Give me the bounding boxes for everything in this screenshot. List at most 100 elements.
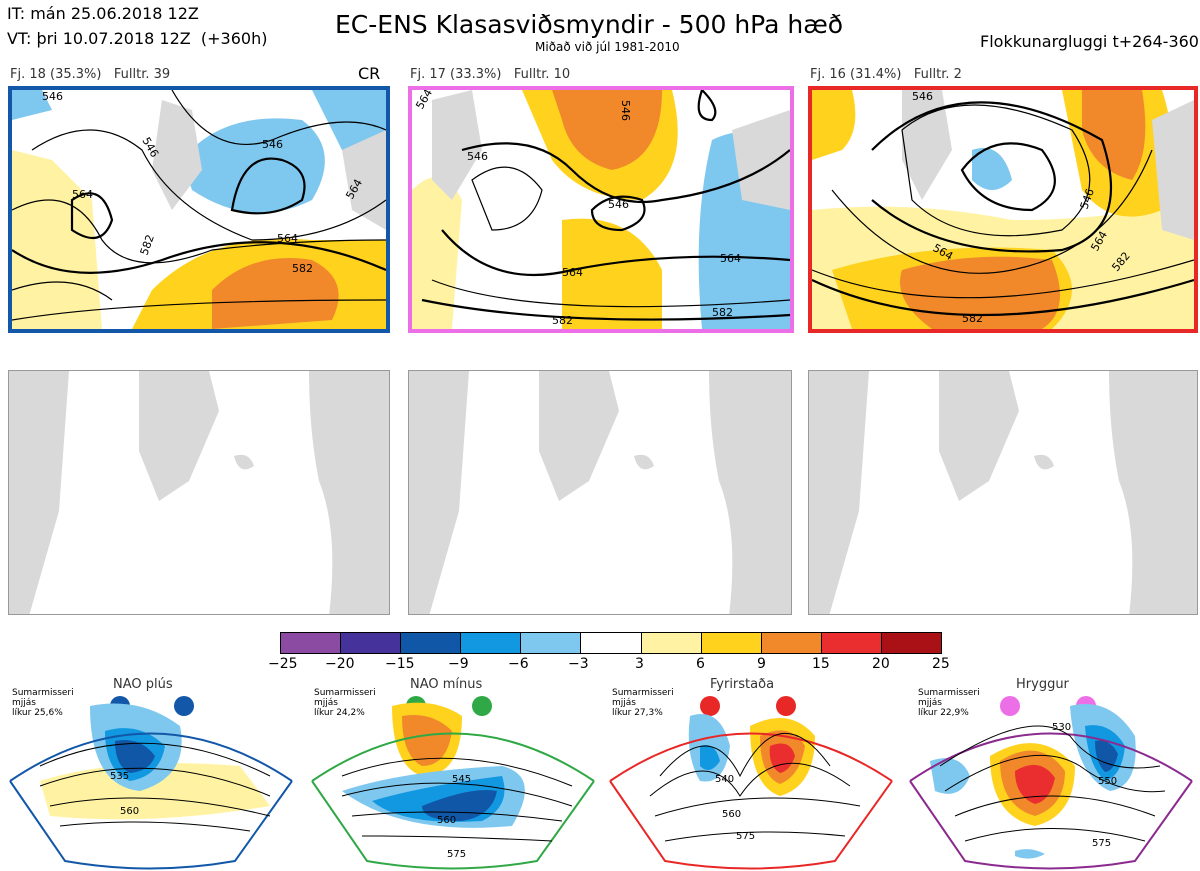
- projection-fan-edge: [9, 780, 293, 870]
- greenland-land: [139, 371, 219, 501]
- contour-line: [341, 782, 573, 807]
- cluster-1-tag: CR: [358, 64, 381, 83]
- contour-line: [59, 821, 251, 832]
- projection-fan-edge: [609, 780, 893, 870]
- anomaly-negative: [700, 745, 720, 770]
- regime-probability: líkur 24,2%: [314, 708, 365, 718]
- contour-line: [431, 279, 790, 308]
- contour-line: [697, 90, 717, 122]
- colorbar-tick: −20: [325, 656, 355, 672]
- anomaly-strong-negative: [1095, 740, 1118, 772]
- regime-blocking: Fyrirstaða Sumarmisseri mjjás líkur 27,3…: [600, 676, 900, 871]
- contour-label: 560: [437, 815, 456, 826]
- contour-label: 546: [467, 150, 488, 163]
- contour-line: [341, 757, 573, 787]
- europe-land: [709, 371, 791, 614]
- cluster-2-map: 564 546 546 546 564 582 582 564: [408, 86, 794, 333]
- contour-label: 582: [552, 314, 573, 327]
- contour-label: 540: [715, 774, 734, 785]
- anomaly-negative: [12, 90, 52, 120]
- cluster-3-label: Fj. 16 (31.4%) Fulltr. 2: [810, 67, 962, 82]
- contour-line: [812, 278, 1194, 317]
- anomaly-negative: [930, 758, 970, 794]
- contour-line: [39, 767, 271, 797]
- contour-label: 582: [292, 262, 313, 275]
- page-subtitle: Miðað við júl 1981-2010: [535, 40, 680, 54]
- iceland-land: [234, 454, 254, 470]
- colorbar-swatch: [640, 633, 701, 653]
- projection-fan-arc: [609, 732, 893, 782]
- colorbar-tick: −25: [268, 656, 298, 672]
- contour-label: 582: [712, 306, 733, 319]
- contour-line: [944, 754, 1166, 793]
- regime-indicator-dot: [472, 696, 492, 716]
- contour-line: [31, 129, 386, 241]
- regime-title: Fyrirstaða: [710, 677, 775, 692]
- anomaly-strong-positive: [402, 715, 452, 766]
- contour-line: [49, 797, 271, 817]
- colorbar-swatch: [460, 633, 521, 653]
- contour-label: 546: [608, 198, 629, 211]
- contour-line: [901, 104, 1091, 237]
- contour-label: 575: [1092, 838, 1111, 849]
- contour-line: [659, 732, 831, 778]
- contour-line: [70, 192, 114, 240]
- empty-map-2: [408, 370, 792, 615]
- iceland-land: [634, 454, 654, 470]
- empty-map-1: [8, 370, 390, 615]
- regime-nao-plus: NAO plús Sumarmisseri mjjás líkur 25,6% …: [0, 676, 300, 871]
- cluster-1-label: Fj. 18 (35.3%) Fulltr. 39: [10, 67, 171, 82]
- contour-line: [361, 835, 553, 842]
- colorbar-swatch: [520, 633, 581, 653]
- anomaly-negative: [972, 148, 1012, 190]
- contour-line: [812, 259, 1194, 299]
- contour-label: 560: [722, 809, 741, 820]
- contour-label: 546: [42, 90, 63, 103]
- colorbar-swatch: [880, 633, 942, 653]
- contour-line: [12, 241, 386, 274]
- issue-time: IT: mán 25.06.2018 12Z: [7, 4, 199, 23]
- contour-line: [471, 166, 543, 231]
- scandinavia-land: [1152, 100, 1194, 240]
- regime-note: mjjás: [612, 698, 636, 708]
- colorbar-tick: 3: [635, 656, 644, 672]
- scandinavia-land: [342, 130, 386, 230]
- anomaly-strong-positive: [1015, 764, 1055, 804]
- contour-label: 546: [912, 90, 933, 103]
- colorbar-tick: −3: [568, 656, 589, 672]
- contour-line: [654, 797, 861, 817]
- contour-line: [590, 195, 646, 232]
- colorbar-tick: 15: [812, 656, 830, 672]
- projection-fan-arc: [311, 732, 595, 782]
- regime-nao-minus: NAO mínus Sumarmisseri mjjás líkur 24,2%…: [302, 676, 602, 871]
- anomaly-positive: [562, 218, 662, 329]
- colorbar-tick: −9: [448, 656, 469, 672]
- contour-line: [421, 298, 790, 321]
- cluster-1-map: 546 546 546 564 564 564 582 582: [8, 86, 390, 333]
- anomaly-strong-positive: [552, 90, 662, 170]
- contour-line: [351, 811, 563, 822]
- regime-note: Sumarmisseri: [314, 688, 376, 698]
- north-america-land: [9, 371, 69, 614]
- empty-map-3: [808, 370, 1198, 615]
- contour-line: [230, 157, 306, 215]
- iceland-land: [1034, 454, 1054, 470]
- scandinavia-land: [732, 110, 790, 210]
- contour-label: 564: [413, 90, 435, 112]
- anomaly-positive: [12, 150, 102, 329]
- colorbar-tick: −15: [385, 656, 415, 672]
- regime-indicator-dot: [776, 696, 796, 716]
- regime-probability: líkur 22,9%: [918, 708, 969, 718]
- regime-note: Sumarmisseri: [918, 688, 980, 698]
- contour-line: [960, 142, 1056, 212]
- contour-line: [964, 828, 1146, 842]
- regime-indicator-dot: [174, 696, 194, 716]
- contour-line: [12, 281, 113, 301]
- greenland-land: [432, 90, 482, 200]
- contour-label: 560: [120, 806, 139, 817]
- anomaly-positive: [812, 90, 856, 160]
- europe-land: [309, 371, 389, 614]
- contour-line: [939, 725, 1161, 769]
- regime-probability: líkur 27,3%: [612, 708, 663, 718]
- contour-label: 564: [277, 232, 298, 245]
